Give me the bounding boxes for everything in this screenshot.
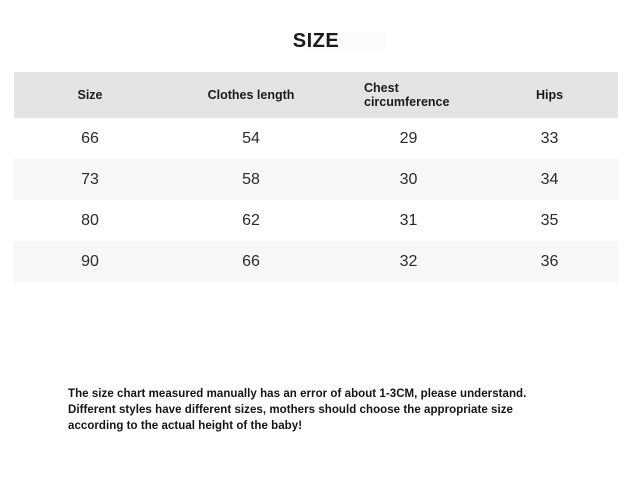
column-header-clothes-length: Clothes length <box>166 72 336 118</box>
disclaimer-line-2: Different styles have different sizes, m… <box>68 404 513 416</box>
column-header-chest-line2: circumference <box>364 95 450 109</box>
table-row: 73 58 30 34 <box>14 159 618 200</box>
table-row: 66 54 29 33 <box>14 118 618 159</box>
cell-hips: 35 <box>481 200 618 241</box>
table-header-row: Size Clothes length Chest circumference … <box>14 72 618 118</box>
disclaimer-line-1: The size chart measured manually has an … <box>68 388 527 400</box>
table-row: 90 66 32 36 <box>14 241 618 282</box>
cell-clothes-length: 54 <box>166 118 336 159</box>
cell-size: 73 <box>14 159 166 200</box>
cell-chest-circumference: 31 <box>336 200 481 241</box>
cell-chest-circumference: 30 <box>336 159 481 200</box>
cell-clothes-length: 62 <box>166 200 336 241</box>
title-highlight-block <box>304 32 386 49</box>
page-title: SIZE <box>292 30 340 52</box>
table-header: Size Clothes length Chest circumference … <box>14 72 618 118</box>
cell-chest-circumference: 32 <box>336 241 481 282</box>
cell-clothes-length: 66 <box>166 241 336 282</box>
cell-size: 66 <box>14 118 166 159</box>
disclaimer-line-3: according to the actual height of the ba… <box>68 420 303 432</box>
column-header-size: Size <box>14 72 166 118</box>
table-body: 66 54 29 33 73 58 30 34 80 62 31 35 90 6… <box>14 118 618 282</box>
cell-clothes-length: 58 <box>166 159 336 200</box>
cell-chest-circumference: 29 <box>336 118 481 159</box>
cell-size: 80 <box>14 200 166 241</box>
size-table: Size Clothes length Chest circumference … <box>14 72 618 282</box>
cell-size: 90 <box>14 241 166 282</box>
cell-hips: 33 <box>481 118 618 159</box>
column-header-chest-line1: Chest <box>364 81 399 95</box>
column-header-chest-circumference: Chest circumference <box>336 72 481 118</box>
measurement-disclaimer: The size chart measured manually has an … <box>68 386 588 434</box>
cell-hips: 36 <box>481 241 618 282</box>
table-row: 80 62 31 35 <box>14 200 618 241</box>
title-row: SIZE <box>0 28 632 56</box>
column-header-hips: Hips <box>481 72 618 118</box>
cell-hips: 34 <box>481 159 618 200</box>
